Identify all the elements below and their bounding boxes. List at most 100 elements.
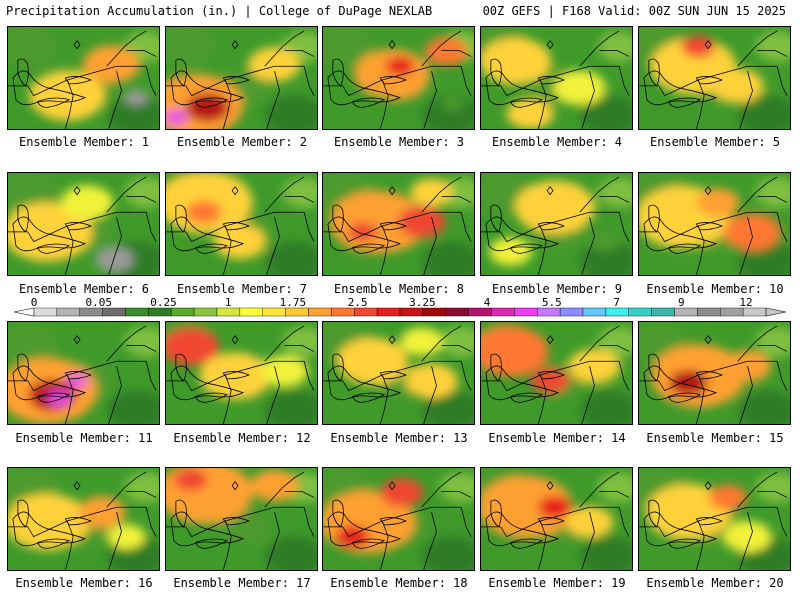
precip-cell	[8, 322, 58, 363]
lake-outline	[12, 365, 87, 401]
colorbar-swatch	[285, 307, 309, 317]
precip-hotspot	[442, 96, 464, 111]
colorbar-swatch	[216, 307, 241, 317]
precip-field	[166, 468, 317, 570]
state-border	[8, 506, 147, 538]
lake-outline	[64, 517, 92, 526]
state-border	[599, 50, 630, 57]
state-border	[8, 360, 147, 392]
ensemble-member-panel	[7, 467, 160, 571]
state-border	[423, 366, 437, 424]
precip-hotspot	[553, 70, 606, 106]
geo-borders	[481, 325, 630, 424]
lake-outline	[352, 538, 386, 549]
state-border	[695, 225, 705, 275]
ensemble-member-panel	[322, 26, 475, 130]
colorbar-tick-label: 4	[483, 296, 491, 309]
state-border	[441, 345, 472, 352]
state-border	[64, 520, 74, 570]
geo-borders	[323, 471, 472, 570]
precip-field	[481, 27, 632, 129]
lake-outline	[537, 76, 565, 85]
lake-outline	[510, 392, 544, 403]
precip-cell	[421, 240, 474, 275]
precip-field	[166, 27, 317, 129]
state-border	[284, 196, 315, 203]
precip-field	[8, 322, 159, 424]
lake-outline	[379, 371, 407, 380]
colorbar-swatch	[56, 307, 80, 317]
state-border	[639, 65, 778, 97]
precip-cell	[323, 27, 373, 68]
state-border	[423, 71, 437, 129]
geo-borders	[8, 176, 157, 275]
state-border	[579, 30, 620, 67]
state-border	[581, 366, 595, 424]
lake-outline	[195, 538, 229, 549]
colorbar-tick-label: 9	[677, 296, 685, 309]
member-label: Ensemble Member: 3	[333, 135, 465, 149]
colorbar-swatch	[468, 307, 492, 317]
ensemble-member-panel	[638, 26, 791, 130]
lake-outline	[352, 392, 386, 403]
precip-map	[481, 322, 632, 424]
precip-hotspot	[60, 185, 114, 220]
precip-map	[166, 468, 317, 570]
colorbar-swatch	[193, 307, 218, 317]
lake-outline	[537, 517, 565, 526]
colorbar-swatch	[491, 307, 515, 317]
state-border	[737, 471, 778, 508]
lake-outline	[510, 97, 544, 108]
state-border	[266, 366, 280, 424]
ensemble-member-panel	[165, 321, 318, 425]
lake-outline	[643, 365, 718, 401]
ensemble-member-panel	[480, 172, 633, 276]
state-border	[126, 345, 157, 352]
colorbar-swatch	[262, 307, 286, 317]
lake-outline	[379, 76, 407, 85]
station-marker	[388, 186, 396, 196]
state-border	[739, 512, 753, 570]
lake-outline	[17, 353, 29, 382]
precip-hotspot	[213, 224, 267, 259]
state-border	[757, 50, 788, 57]
precip-field	[323, 27, 474, 129]
state-border	[481, 65, 620, 97]
precip-cell	[106, 94, 159, 129]
geo-borders	[481, 176, 630, 275]
precip-field	[323, 173, 474, 275]
precip-map	[8, 468, 159, 570]
state-border	[166, 65, 305, 97]
state-border	[737, 325, 778, 362]
state-border	[106, 176, 147, 213]
precip-map	[323, 322, 474, 424]
state-border	[423, 512, 437, 570]
state-border	[737, 176, 778, 213]
colorbar-swatch	[742, 307, 767, 317]
member-label: Ensemble Member: 13	[330, 431, 468, 445]
precip-hotspot	[348, 222, 377, 242]
precip-map	[639, 322, 790, 424]
station-marker	[231, 40, 239, 50]
lake-outline	[37, 392, 71, 403]
lake-outline	[695, 371, 723, 380]
station-marker	[704, 481, 712, 491]
colorbar-swatch	[674, 307, 698, 317]
precip-hotspot	[681, 35, 715, 58]
state-border	[106, 325, 147, 362]
precip-field	[8, 468, 159, 570]
precip-field	[323, 468, 474, 570]
precip-hotspot	[565, 506, 614, 538]
precip-map	[166, 173, 317, 275]
precip-cell	[737, 94, 790, 129]
colorbar-arrow-left	[14, 307, 35, 317]
ensemble-member-panel	[322, 172, 475, 276]
state-border	[618, 361, 630, 391]
precip-hotspot	[398, 206, 446, 238]
precip-hotspot	[95, 246, 134, 272]
precip-map	[639, 27, 790, 129]
geo-borders	[323, 30, 472, 129]
lake-outline	[695, 222, 723, 231]
precip-hotspot	[506, 97, 555, 129]
state-border	[695, 374, 705, 424]
